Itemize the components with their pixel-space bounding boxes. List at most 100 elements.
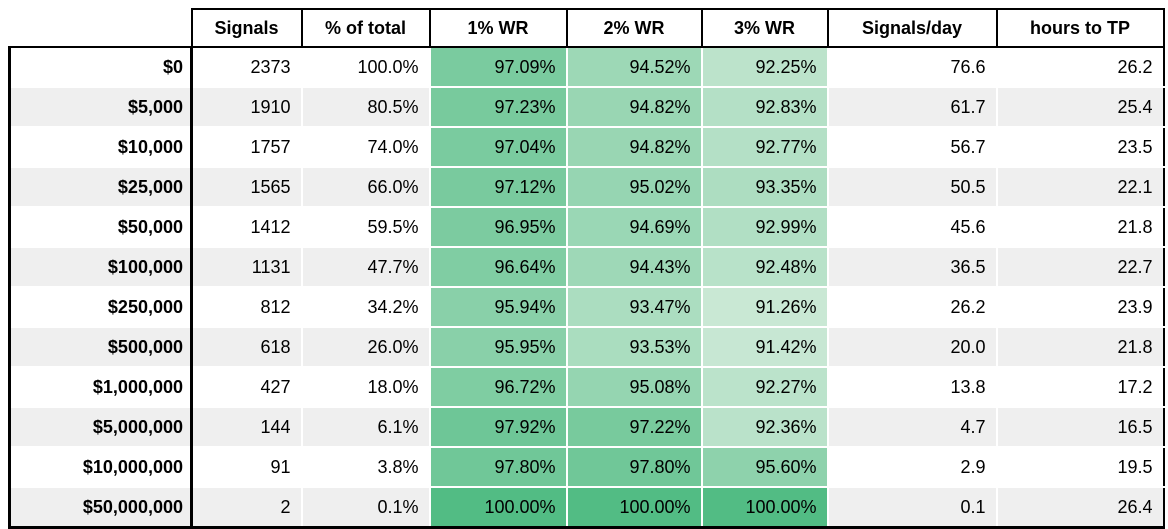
value-cell[interactable]: 91	[190, 446, 303, 488]
value-cell[interactable]: 26.2	[995, 46, 1165, 88]
row-label-cell[interactable]: $100,000	[8, 246, 193, 288]
value-cell[interactable]: 2373	[190, 46, 303, 88]
value-cell[interactable]: 97.12%	[428, 166, 568, 208]
value-cell[interactable]: 97.23%	[428, 86, 568, 128]
value-cell[interactable]: 97.22%	[565, 406, 703, 448]
row-label-cell[interactable]: $5,000	[8, 86, 193, 128]
value-cell[interactable]: 427	[190, 366, 303, 408]
column-header-1pct-wr[interactable]: 1% WR	[428, 8, 568, 48]
value-cell[interactable]: 94.82%	[565, 126, 703, 168]
value-cell[interactable]: 0.1	[826, 486, 998, 529]
value-cell[interactable]: 1757	[190, 126, 303, 168]
value-cell[interactable]: 45.6	[826, 206, 998, 248]
value-cell[interactable]: 100.00%	[428, 486, 568, 529]
column-header-2pct-wr[interactable]: 2% WR	[565, 8, 703, 48]
row-label-cell[interactable]: $50,000,000	[8, 486, 193, 529]
row-label-cell[interactable]: $10,000,000	[8, 446, 193, 488]
value-cell[interactable]: 97.80%	[565, 446, 703, 488]
row-label-cell[interactable]: $500,000	[8, 326, 193, 368]
value-cell[interactable]: 26.0%	[300, 326, 431, 368]
value-cell[interactable]: 21.8	[995, 326, 1165, 368]
value-cell[interactable]: 95.02%	[565, 166, 703, 208]
value-cell[interactable]: 66.0%	[300, 166, 431, 208]
row-label-cell[interactable]: $10,000	[8, 126, 193, 168]
value-cell[interactable]: 93.47%	[565, 286, 703, 328]
value-cell[interactable]: 92.25%	[700, 46, 829, 88]
value-cell[interactable]: 1565	[190, 166, 303, 208]
column-header-pct-of-total[interactable]: % of total	[300, 8, 431, 48]
value-cell[interactable]: 36.5	[826, 246, 998, 288]
value-cell[interactable]: 92.27%	[700, 366, 829, 408]
value-cell[interactable]: 93.53%	[565, 326, 703, 368]
value-cell[interactable]: 76.6	[826, 46, 998, 88]
value-cell[interactable]: 97.80%	[428, 446, 568, 488]
value-cell[interactable]: 2.9	[826, 446, 998, 488]
value-cell[interactable]: 25.4	[995, 86, 1165, 128]
value-cell[interactable]: 17.2	[995, 366, 1165, 408]
value-cell[interactable]: 92.83%	[700, 86, 829, 128]
row-label-cell[interactable]: $0	[8, 46, 193, 88]
value-cell[interactable]: 6.1%	[300, 406, 431, 448]
value-cell[interactable]: 95.60%	[700, 446, 829, 488]
value-cell[interactable]: 21.8	[995, 206, 1165, 248]
value-cell[interactable]: 93.35%	[700, 166, 829, 208]
value-cell[interactable]: 26.4	[995, 486, 1165, 529]
value-cell[interactable]: 97.04%	[428, 126, 568, 168]
value-cell[interactable]: 96.72%	[428, 366, 568, 408]
value-cell[interactable]: 13.8	[826, 366, 998, 408]
row-label-cell[interactable]: $1,000,000	[8, 366, 193, 408]
column-header-hours-to-tp[interactable]: hours to TP	[995, 8, 1165, 48]
value-cell[interactable]: 100.00%	[700, 486, 829, 529]
value-cell[interactable]: 1910	[190, 86, 303, 128]
column-header-signals[interactable]: Signals	[190, 8, 303, 48]
row-label-cell[interactable]: $25,000	[8, 166, 193, 208]
value-cell[interactable]: 96.64%	[428, 246, 568, 288]
value-cell[interactable]: 96.95%	[428, 206, 568, 248]
column-header-signals-per-day[interactable]: Signals/day	[826, 8, 998, 48]
value-cell[interactable]: 18.0%	[300, 366, 431, 408]
row-label-cell[interactable]: $5,000,000	[8, 406, 193, 448]
value-cell[interactable]: 19.5	[995, 446, 1165, 488]
value-cell[interactable]: 144	[190, 406, 303, 448]
value-cell[interactable]: 95.94%	[428, 286, 568, 328]
value-cell[interactable]: 97.92%	[428, 406, 568, 448]
value-cell[interactable]: 59.5%	[300, 206, 431, 248]
value-cell[interactable]: 61.7	[826, 86, 998, 128]
value-cell[interactable]: 3.8%	[300, 446, 431, 488]
value-cell[interactable]: 100.00%	[565, 486, 703, 529]
value-cell[interactable]: 94.69%	[565, 206, 703, 248]
value-cell[interactable]: 1412	[190, 206, 303, 248]
value-cell[interactable]: 94.43%	[565, 246, 703, 288]
value-cell[interactable]: 91.26%	[700, 286, 829, 328]
value-cell[interactable]: 100.0%	[300, 46, 431, 88]
value-cell[interactable]: 23.9	[995, 286, 1165, 328]
value-cell[interactable]: 812	[190, 286, 303, 328]
value-cell[interactable]: 23.5	[995, 126, 1165, 168]
value-cell[interactable]: 20.0	[826, 326, 998, 368]
value-cell[interactable]: 618	[190, 326, 303, 368]
value-cell[interactable]: 91.42%	[700, 326, 829, 368]
value-cell[interactable]: 95.08%	[565, 366, 703, 408]
value-cell[interactable]: 56.7	[826, 126, 998, 168]
value-cell[interactable]: 22.1	[995, 166, 1165, 208]
value-cell[interactable]: 22.7	[995, 246, 1165, 288]
row-label-cell[interactable]: $50,000	[8, 206, 193, 248]
value-cell[interactable]: 26.2	[826, 286, 998, 328]
value-cell[interactable]: 0.1%	[300, 486, 431, 529]
value-cell[interactable]: 94.52%	[565, 46, 703, 88]
value-cell[interactable]: 50.5	[826, 166, 998, 208]
value-cell[interactable]: 80.5%	[300, 86, 431, 128]
value-cell[interactable]: 34.2%	[300, 286, 431, 328]
value-cell[interactable]: 47.7%	[300, 246, 431, 288]
column-header-3pct-wr[interactable]: 3% WR	[700, 8, 829, 48]
value-cell[interactable]: 4.7	[826, 406, 998, 448]
value-cell[interactable]: 94.82%	[565, 86, 703, 128]
value-cell[interactable]: 1131	[190, 246, 303, 288]
value-cell[interactable]: 92.48%	[700, 246, 829, 288]
value-cell[interactable]: 92.99%	[700, 206, 829, 248]
value-cell[interactable]: 95.95%	[428, 326, 568, 368]
value-cell[interactable]: 74.0%	[300, 126, 431, 168]
row-label-cell[interactable]: $250,000	[8, 286, 193, 328]
value-cell[interactable]: 16.5	[995, 406, 1165, 448]
value-cell[interactable]: 92.77%	[700, 126, 829, 168]
